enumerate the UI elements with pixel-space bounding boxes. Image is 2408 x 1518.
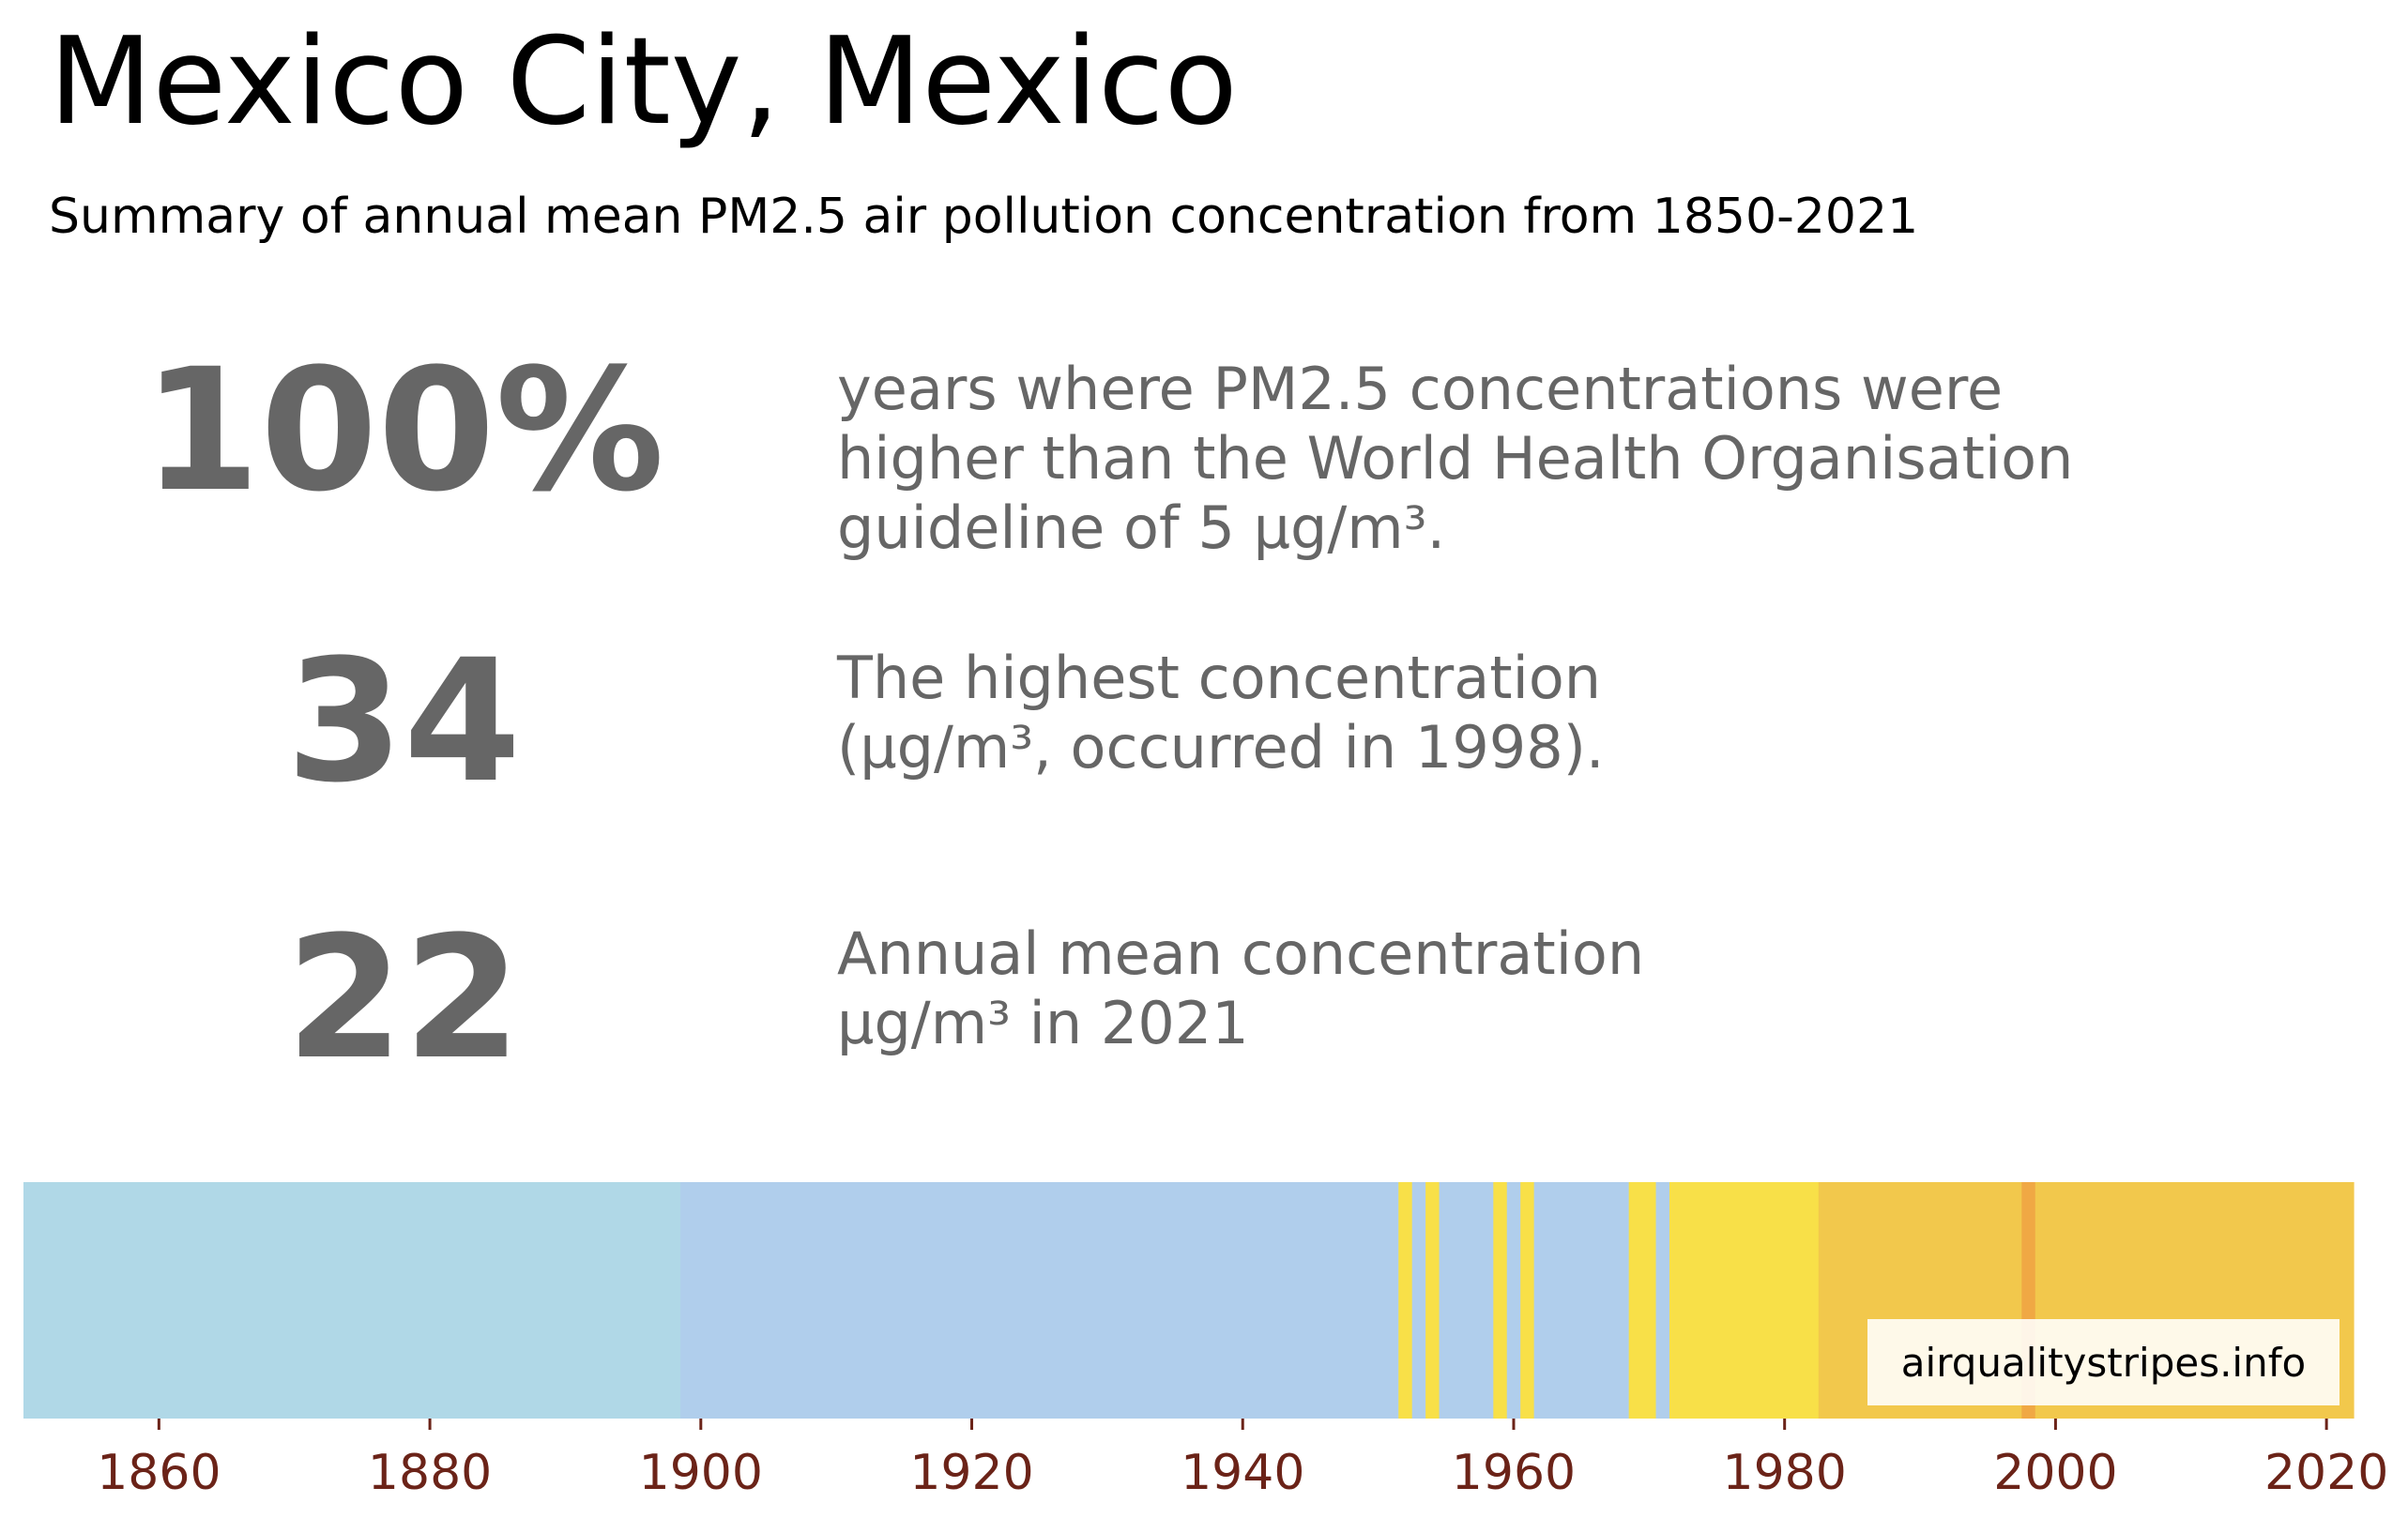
page-title: Mexico City, Mexico [49, 12, 1238, 152]
stat-value-exceedance: 100% [142, 333, 665, 529]
stripe-5 [1439, 1182, 1494, 1419]
stripe-3 [1411, 1182, 1426, 1419]
x-tick-label-1880: 1880 [368, 1445, 492, 1501]
x-tick-label-1920: 1920 [909, 1445, 1033, 1501]
stripe-10 [1628, 1182, 1657, 1419]
x-tick-label-1940: 1940 [1181, 1445, 1304, 1501]
x-tick-label-2020: 2020 [2264, 1445, 2388, 1501]
stripe-0 [23, 1182, 681, 1419]
x-tick-label-2000: 2000 [1993, 1445, 2117, 1501]
x-tick-label-1900: 1900 [639, 1445, 763, 1501]
stripe-8 [1520, 1182, 1535, 1419]
stripe-7 [1506, 1182, 1521, 1419]
stripe-2 [1398, 1182, 1413, 1419]
stripe-11 [1655, 1182, 1670, 1419]
stat-description-exceedance: years where PM2.5 concentrations were hi… [837, 355, 2074, 562]
stat-value-latest: 22 [285, 901, 522, 1097]
stripe-1 [680, 1182, 1399, 1419]
stripe-6 [1493, 1182, 1508, 1419]
stripe-9 [1533, 1182, 1630, 1419]
x-tick-label-1860: 1860 [97, 1445, 221, 1501]
page-subtitle: Summary of annual mean PM2.5 air polluti… [49, 189, 1919, 245]
stat-description-latest: Annual mean concentration µg/m³ in 2021 [837, 919, 1645, 1057]
credit-label: airqualitystripes.info [1867, 1319, 2339, 1405]
stat-description-highest: The highest concentration (µg/m³, occurr… [837, 644, 1605, 782]
stripe-12 [1669, 1182, 1820, 1419]
x-axis-ticks: 1860 1880 1900 1920 1940 1960 1980 2000 2020 [97, 1419, 2388, 1501]
x-tick-label-1960: 1960 [1452, 1445, 1576, 1501]
stat-value-highest: 34 [285, 624, 522, 820]
x-tick-label-1980: 1980 [1723, 1445, 1847, 1501]
stripe-4 [1425, 1182, 1440, 1419]
